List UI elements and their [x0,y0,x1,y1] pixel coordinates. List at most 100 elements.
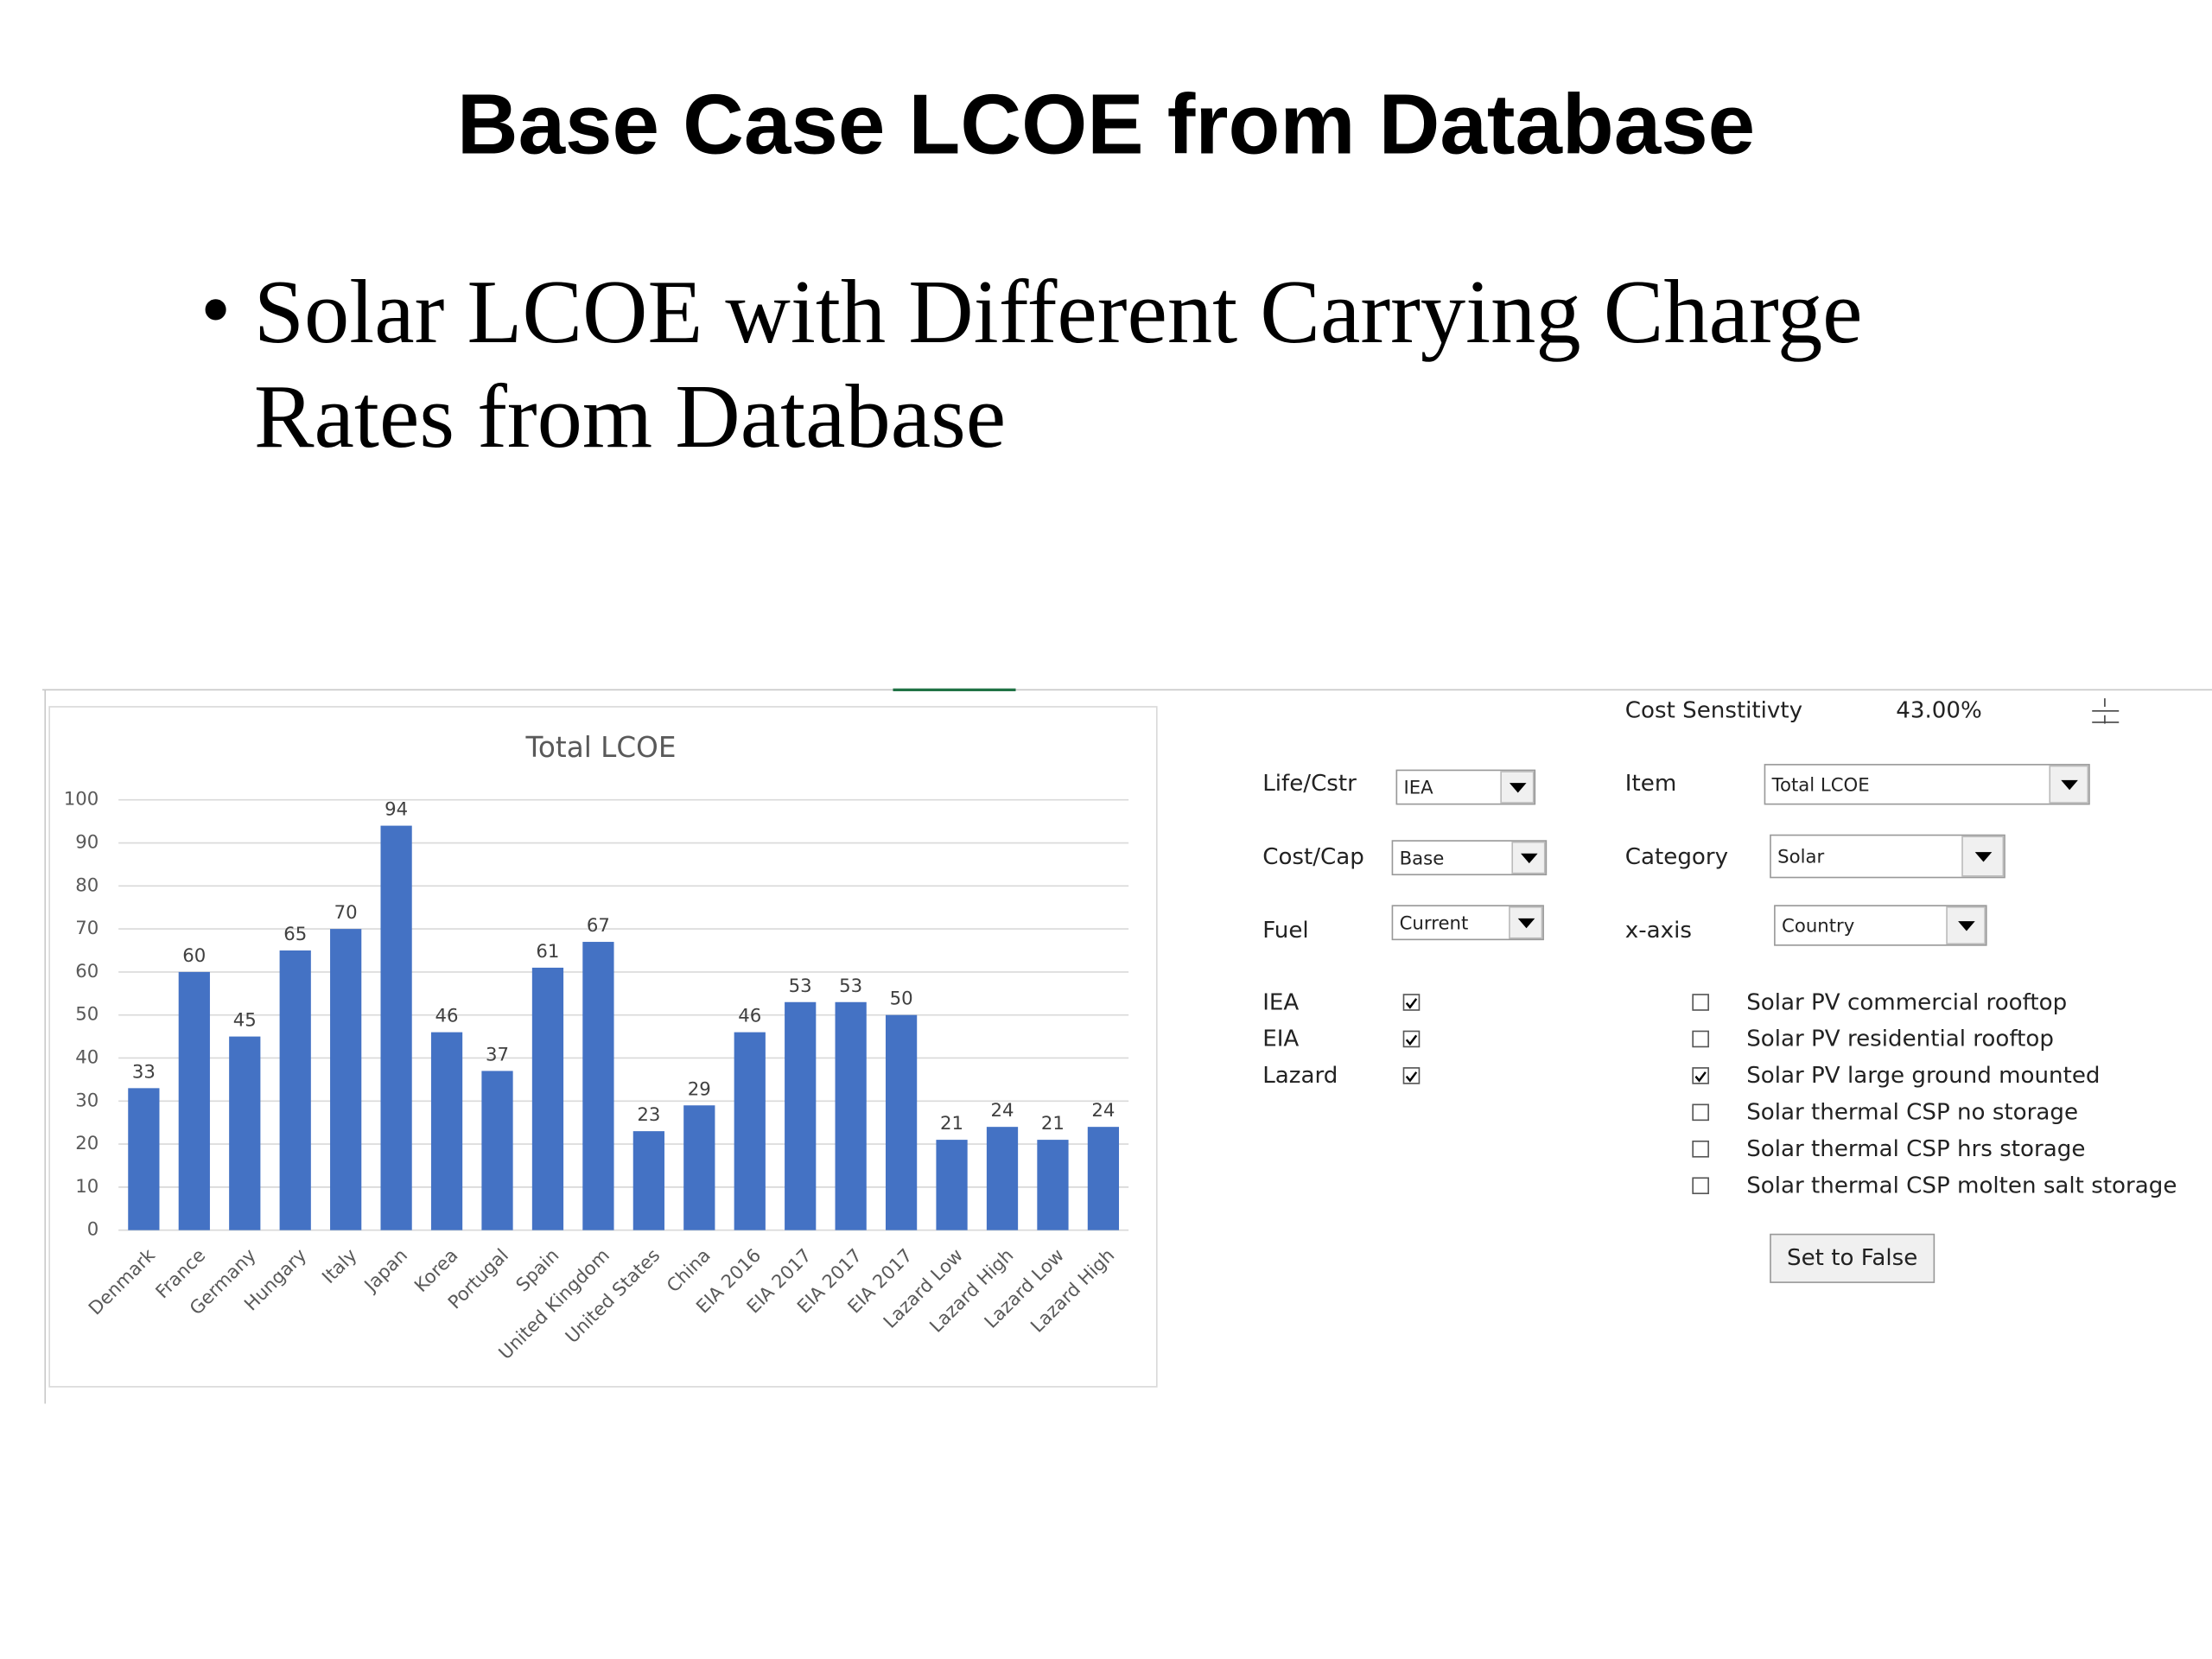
technology-label: Solar PV residential rooftop [1746,1027,2054,1052]
y-tick-label: 20 [75,1133,99,1154]
source-label: Lazard [1262,1063,1338,1089]
technology-label: Solar thermal CSP molten salt storage [1746,1173,2177,1199]
data-label: 61 [536,941,559,963]
y-tick-label: 10 [75,1176,99,1198]
bullet-line: Solar LCOE with Different Carrying Charg… [254,262,1863,362]
technology-label: Solar PV large ground mounted [1746,1063,2100,1089]
checkbox[interactable] [1692,1067,1709,1084]
bar [279,950,311,1230]
data-label: 60 [182,945,206,967]
bar [632,1131,664,1230]
y-tick-label: 40 [75,1046,99,1068]
controls: Cost Senstitivty 43.00% Set to False Lif… [1262,697,2177,1283]
y-tick-label: 30 [75,1090,99,1111]
data-label: 50 [890,988,913,1010]
source-label: IEA [1262,989,1299,1015]
technology-label: Solar thermal CSP hrs storage [1746,1136,2085,1162]
data-label: 24 [1091,1100,1115,1122]
checkbox[interactable] [1402,1067,1421,1084]
data-label: 67 [587,915,610,937]
checkbox[interactable] [1692,1030,1709,1048]
bar [885,1014,918,1230]
dropdown-label: Item [1625,771,1676,797]
data-label: 46 [435,1006,459,1027]
bar [683,1105,715,1230]
bar [936,1140,968,1230]
y-tick-label: 90 [75,832,99,854]
data-label: 21 [1041,1113,1065,1135]
checkmark [1405,1071,1418,1083]
technology-label: Solar thermal CSP no storage [1746,1100,2078,1126]
dropdown-value: Base [1400,848,1445,869]
dropdown-label: Fuel [1262,918,1308,944]
checkmark [1405,998,1418,1009]
spinner[interactable] [2092,698,2120,724]
bar [1037,1140,1069,1230]
sensitivity-label: Cost Senstitivty [1625,697,1802,723]
data-label: 33 [132,1061,156,1083]
bar [986,1127,1019,1230]
checkmark [1405,1034,1418,1046]
checkmark [1694,1071,1707,1083]
data-label: 37 [486,1044,509,1065]
y-tick-label: 80 [75,874,99,896]
checkbox[interactable] [1402,994,1421,1011]
bar [430,1032,463,1230]
dropdown-arrow [1958,921,1975,931]
checkbox[interactable] [1402,1030,1421,1048]
chart-title: Total LCOE [525,731,677,764]
checkbox[interactable] [1692,1177,1709,1195]
y-tick-label: 100 [64,789,99,810]
bar [785,1001,817,1230]
dropdown-label: Life/Cstr [1262,771,1357,797]
checkbox[interactable] [1692,1103,1709,1122]
y-tick-label: 0 [87,1219,99,1241]
dropdown-value: Current [1400,912,1469,934]
data-label: 53 [789,976,812,997]
data-label: 24 [990,1100,1014,1122]
y-tick-label: 70 [75,918,99,939]
dropdown-button[interactable] [1509,906,1543,939]
checkbox[interactable] [1692,1141,1709,1158]
dropdown-label: x-axis [1625,918,1692,944]
data-label: 29 [688,1078,711,1100]
data-label: 94 [385,799,408,821]
data-label: 23 [637,1104,660,1126]
sensitivity-value: 43.00% [1896,697,1982,723]
bullet-line: Rates from Database [254,366,1006,467]
dropdown-label: Cost/Cap [1262,844,1364,870]
data-label: 46 [738,1006,761,1027]
bar [531,967,564,1230]
data-label: 70 [334,902,358,924]
dropdown-label: Category [1625,844,1728,870]
dropdown-arrow [2061,779,2078,791]
bar [330,929,362,1230]
bar [481,1071,513,1230]
button[interactable] [1770,1233,1936,1283]
dropdown-value: Solar [1777,847,1824,868]
dropdown-value: IEA [1403,778,1433,799]
slide-title: Base Case LCOE from Database [457,77,1755,172]
checkbox[interactable] [1692,994,1709,1011]
dropdown-value: Total LCOE [1771,774,1870,796]
technology-label: Solar PV commercial rooftop [1746,989,2067,1015]
dropdown[interactable] [1764,764,2090,805]
bar [178,971,210,1230]
y-tick-label: 50 [75,1004,99,1026]
button-label: Set to False [1787,1245,1917,1271]
data-label: 53 [839,976,862,997]
data-label: 21 [940,1113,963,1135]
dropdown-arrow [1517,918,1535,929]
bar [734,1032,766,1230]
bar [380,825,412,1230]
bar [229,1036,261,1230]
bar [128,1088,160,1230]
source-label: EIA [1262,1027,1299,1052]
data-label: 65 [283,924,307,945]
dropdown-arrow [1509,783,1527,793]
dropdown-value: Country [1782,916,1854,938]
bar [582,942,614,1230]
data-label: 45 [233,1010,257,1032]
dropdown-arrow [1521,853,1538,864]
